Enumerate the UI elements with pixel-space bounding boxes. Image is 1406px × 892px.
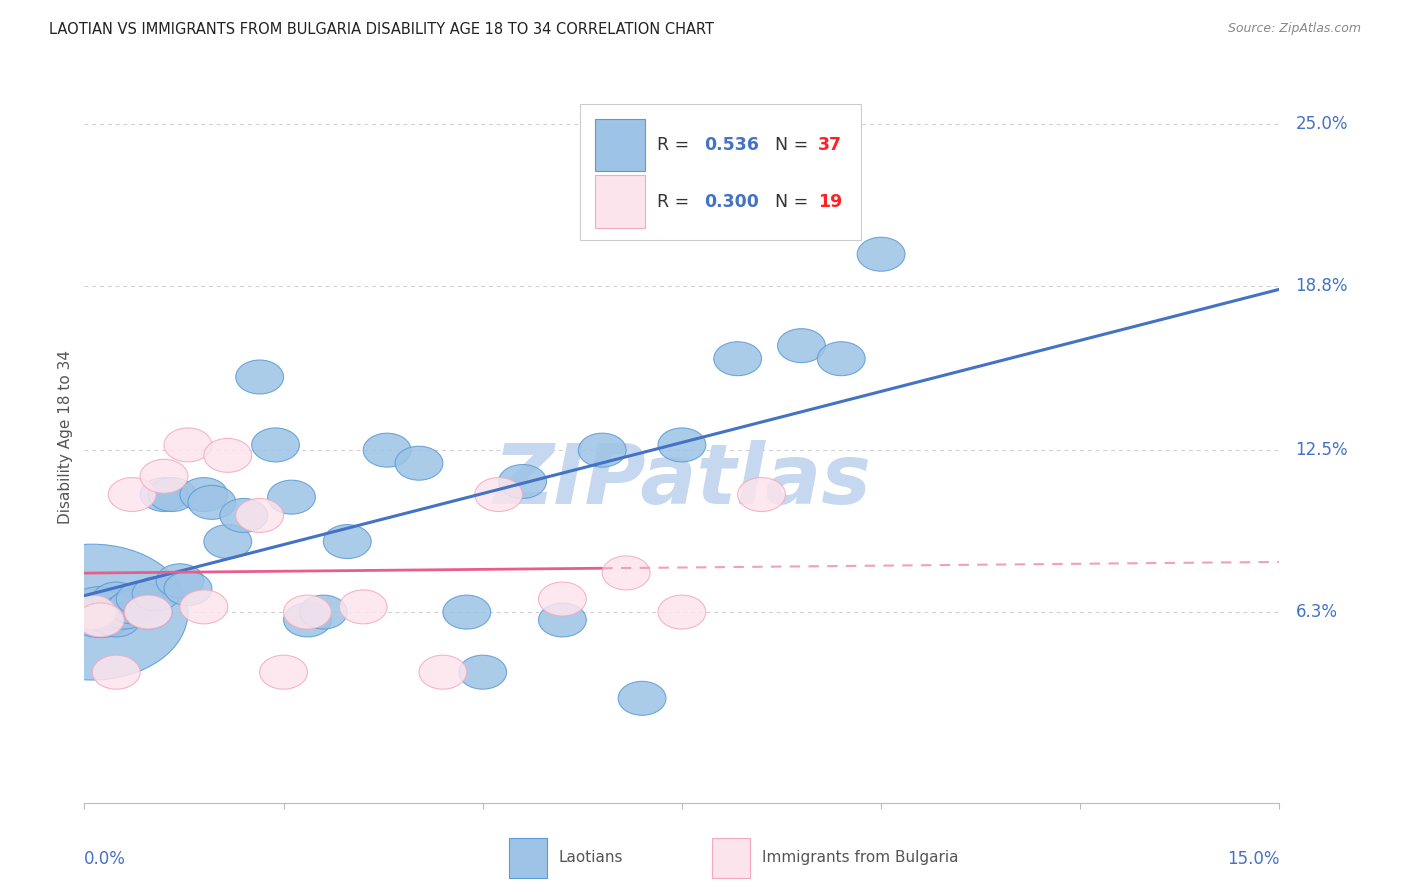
Ellipse shape	[0, 544, 188, 680]
Ellipse shape	[165, 428, 212, 462]
Text: LAOTIAN VS IMMIGRANTS FROM BULGARIA DISABILITY AGE 18 TO 34 CORRELATION CHART: LAOTIAN VS IMMIGRANTS FROM BULGARIA DISA…	[49, 22, 714, 37]
Ellipse shape	[76, 603, 124, 637]
Text: 0.0%: 0.0%	[84, 850, 127, 868]
Ellipse shape	[602, 556, 650, 590]
FancyBboxPatch shape	[509, 838, 547, 878]
Text: 18.8%: 18.8%	[1295, 277, 1348, 294]
Ellipse shape	[499, 465, 547, 499]
Ellipse shape	[69, 595, 117, 629]
Ellipse shape	[658, 595, 706, 629]
Text: 19: 19	[818, 193, 842, 211]
Ellipse shape	[100, 595, 148, 629]
Text: Immigrants from Bulgaria: Immigrants from Bulgaria	[762, 850, 959, 865]
Text: 12.5%: 12.5%	[1295, 442, 1348, 459]
Ellipse shape	[339, 590, 387, 624]
Text: 15.0%: 15.0%	[1227, 850, 1279, 868]
Text: 6.3%: 6.3%	[1295, 603, 1337, 621]
Text: 37: 37	[818, 136, 842, 153]
Ellipse shape	[117, 582, 165, 616]
Ellipse shape	[204, 438, 252, 473]
Text: R =: R =	[657, 193, 695, 211]
Ellipse shape	[156, 564, 204, 598]
Ellipse shape	[260, 656, 308, 690]
Ellipse shape	[108, 590, 156, 624]
Text: ZIPatlas: ZIPatlas	[494, 441, 870, 522]
Ellipse shape	[323, 524, 371, 558]
Ellipse shape	[132, 577, 180, 611]
Ellipse shape	[778, 328, 825, 363]
Text: Laotians: Laotians	[558, 850, 623, 865]
Ellipse shape	[180, 590, 228, 624]
Ellipse shape	[252, 428, 299, 462]
Ellipse shape	[714, 342, 762, 376]
FancyBboxPatch shape	[711, 838, 749, 878]
Ellipse shape	[443, 595, 491, 629]
Ellipse shape	[578, 434, 626, 467]
Ellipse shape	[858, 237, 905, 271]
Ellipse shape	[538, 582, 586, 616]
Ellipse shape	[299, 595, 347, 629]
Ellipse shape	[65, 587, 136, 638]
Ellipse shape	[124, 595, 172, 629]
Text: R =: R =	[657, 136, 695, 153]
Ellipse shape	[204, 524, 252, 558]
Text: 0.300: 0.300	[704, 193, 759, 211]
FancyBboxPatch shape	[595, 176, 645, 228]
Ellipse shape	[284, 595, 332, 629]
Ellipse shape	[284, 603, 332, 637]
Ellipse shape	[141, 477, 188, 511]
Ellipse shape	[236, 499, 284, 533]
Ellipse shape	[93, 656, 141, 690]
Ellipse shape	[475, 477, 523, 511]
Ellipse shape	[219, 499, 267, 533]
Ellipse shape	[93, 603, 141, 637]
Ellipse shape	[188, 485, 236, 519]
FancyBboxPatch shape	[581, 104, 862, 240]
Ellipse shape	[141, 459, 188, 493]
Ellipse shape	[419, 656, 467, 690]
Ellipse shape	[236, 360, 284, 394]
Ellipse shape	[658, 428, 706, 462]
Text: 25.0%: 25.0%	[1295, 114, 1348, 133]
FancyBboxPatch shape	[595, 119, 645, 171]
Ellipse shape	[80, 591, 136, 632]
Ellipse shape	[93, 582, 141, 616]
Ellipse shape	[817, 342, 865, 376]
Ellipse shape	[738, 477, 786, 511]
Ellipse shape	[108, 477, 156, 511]
Text: N =: N =	[765, 136, 814, 153]
Text: Source: ZipAtlas.com: Source: ZipAtlas.com	[1227, 22, 1361, 36]
Ellipse shape	[180, 477, 228, 511]
Ellipse shape	[395, 446, 443, 480]
Ellipse shape	[363, 434, 411, 467]
Y-axis label: Disability Age 18 to 34: Disability Age 18 to 34	[58, 350, 73, 524]
Ellipse shape	[165, 572, 212, 606]
Ellipse shape	[458, 656, 506, 690]
Text: 0.536: 0.536	[704, 136, 759, 153]
Text: N =: N =	[765, 193, 814, 211]
Ellipse shape	[148, 477, 195, 511]
Ellipse shape	[267, 480, 315, 514]
Ellipse shape	[538, 603, 586, 637]
Ellipse shape	[124, 595, 172, 629]
Ellipse shape	[619, 681, 666, 715]
